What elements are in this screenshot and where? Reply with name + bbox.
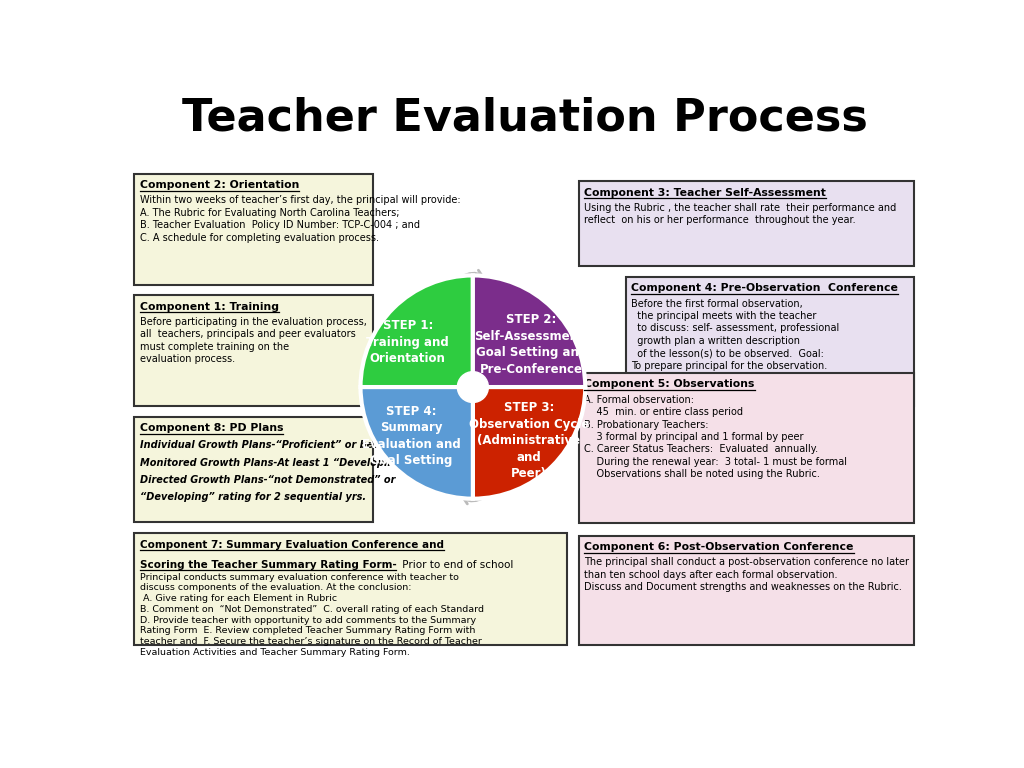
Text: The principal shall conduct a post-observation conference no later
than ten scho: The principal shall conduct a post-obser…: [585, 558, 909, 592]
Text: Scoring the Teacher Summary Rating Form-: Scoring the Teacher Summary Rating Form-: [139, 560, 396, 570]
FancyBboxPatch shape: [134, 174, 373, 285]
Text: Monitored Growth Plans-At least 1 “Developing”: Monitored Growth Plans-At least 1 “Devel…: [139, 458, 408, 468]
Text: Component 1: Training: Component 1: Training: [139, 302, 279, 312]
Text: Component 2: Orientation: Component 2: Orientation: [139, 180, 299, 190]
Text: Component 3: Teacher Self-Assessment: Component 3: Teacher Self-Assessment: [585, 187, 826, 197]
Text: STEP 1:
Training and
Orientation: STEP 1: Training and Orientation: [367, 319, 450, 366]
Wedge shape: [360, 387, 473, 498]
Text: Component 7: Summary Evaluation Conference and: Component 7: Summary Evaluation Conferen…: [139, 540, 443, 550]
Text: Component 5: Observations: Component 5: Observations: [585, 379, 755, 389]
Text: Using the Rubric , the teacher shall rate  their performance and
reflect  on his: Using the Rubric , the teacher shall rat…: [585, 203, 897, 226]
Text: Component 6: Post-Observation Conference: Component 6: Post-Observation Conference: [585, 542, 854, 552]
Text: Directed Growth Plans-“not Demonstrated” or: Directed Growth Plans-“not Demonstrated”…: [139, 475, 395, 485]
FancyBboxPatch shape: [579, 373, 913, 523]
Text: STEP 3:
Observation Cycle
(Administrative
and
Peer): STEP 3: Observation Cycle (Administrativ…: [469, 401, 589, 480]
Text: “Developing” rating for 2 sequential yrs.: “Developing” rating for 2 sequential yrs…: [139, 492, 366, 502]
Wedge shape: [473, 387, 586, 498]
Wedge shape: [473, 276, 586, 387]
FancyBboxPatch shape: [579, 536, 913, 645]
Text: Teacher Evaluation Process: Teacher Evaluation Process: [182, 96, 867, 139]
Text: Component 4: Pre-Observation  Conference: Component 4: Pre-Observation Conference: [631, 283, 898, 293]
Text: Individual Growth Plans-“Proficient” or better: Individual Growth Plans-“Proficient” or …: [139, 440, 393, 450]
FancyBboxPatch shape: [579, 181, 913, 266]
FancyBboxPatch shape: [626, 277, 913, 406]
Text: Component 8: PD Plans: Component 8: PD Plans: [139, 423, 283, 433]
Text: Before the first formal observation,
  the principal meets with the teacher
  to: Before the first formal observation, the…: [631, 299, 840, 370]
FancyBboxPatch shape: [134, 417, 373, 521]
Wedge shape: [360, 276, 473, 387]
Text: Prior to end of school: Prior to end of school: [399, 560, 514, 570]
Text: Within two weeks of teacher’s first day, the principal will provide:
A. The Rubr: Within two weeks of teacher’s first day,…: [139, 195, 460, 243]
FancyBboxPatch shape: [134, 533, 566, 645]
Text: Before participating in the evaluation process,
all  teachers, principals and pe: Before participating in the evaluation p…: [139, 317, 367, 364]
Text: STEP 2:
Self-Assessment,
Goal Setting and
Pre-Conference: STEP 2: Self-Assessment, Goal Setting an…: [474, 313, 589, 376]
Text: Principal conducts summary evaluation conference with teacher to
discuss compone: Principal conducts summary evaluation co…: [139, 572, 483, 657]
Text: STEP 4:
Summary
Evaluation and
Goal Setting: STEP 4: Summary Evaluation and Goal Sett…: [361, 405, 461, 468]
Circle shape: [458, 372, 488, 402]
FancyBboxPatch shape: [134, 296, 373, 406]
Text: A. Formal observation:
    45  min. or entire class period
B. Probationary Teach: A. Formal observation: 45 min. or entire…: [585, 395, 848, 479]
